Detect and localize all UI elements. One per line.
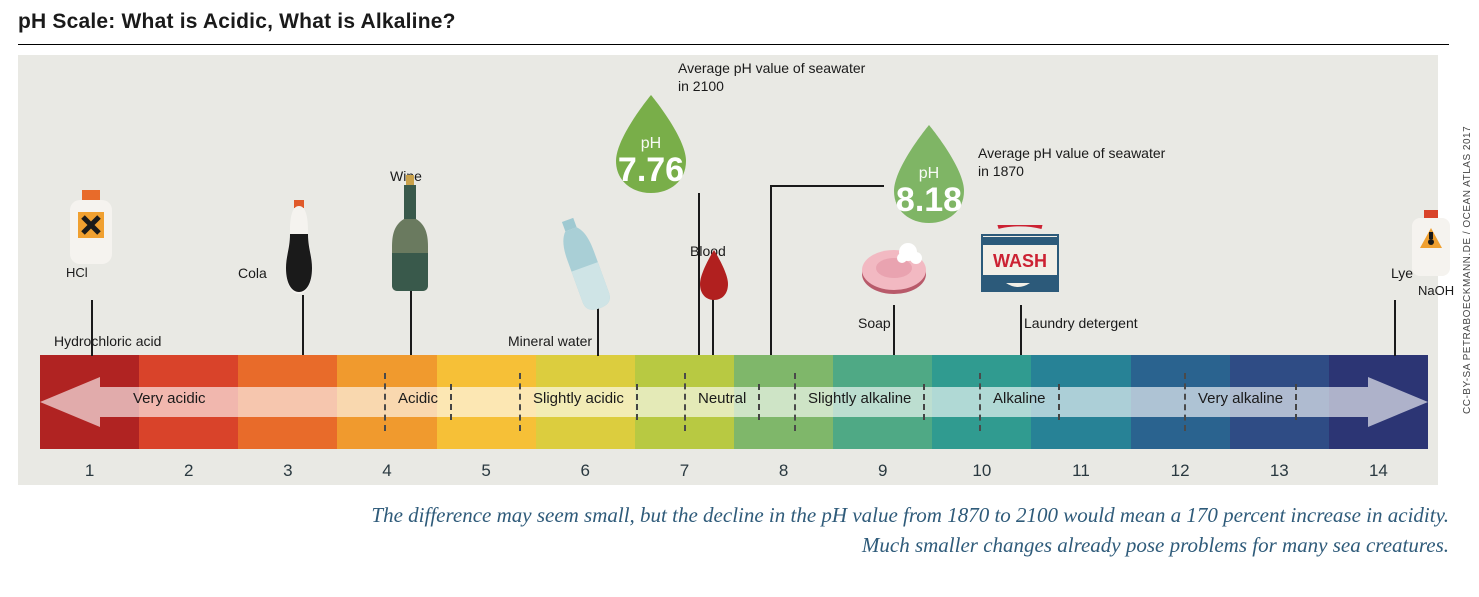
ph-number-10: 10 (967, 461, 997, 481)
category-very-acidic: Very acidic (133, 390, 206, 407)
chart-panel: Very acidic Acidic Slightly acidic Neutral S… (18, 55, 1438, 485)
seawater-drop-1870: pH8.18 (884, 125, 974, 225)
mineral-icon (558, 215, 610, 320)
title-rule (18, 44, 1449, 45)
ph-segment-1 (40, 355, 139, 449)
category-divider (684, 373, 686, 431)
lye-icon (1408, 210, 1454, 285)
category-divider (794, 373, 796, 431)
page-title: pH Scale: What is Acidic, What is Alkali… (18, 10, 456, 34)
ph-number-7: 7 (669, 461, 699, 481)
formula-lye: NaOH (1418, 283, 1454, 298)
ph-number-1: 1 (75, 461, 105, 481)
category-acidic: Acidic (398, 390, 438, 407)
footer-line-1: The difference may seem small, but the d… (371, 503, 1449, 527)
ph-number-2: 2 (174, 461, 204, 481)
svg-text:WASH: WASH (993, 251, 1047, 271)
callout-line-2100 (698, 193, 700, 355)
hcl-icon (64, 190, 118, 273)
soap-icon (858, 240, 930, 301)
stem-soap (893, 305, 895, 355)
label-hcl: Hydrochloric acid (54, 333, 161, 349)
callout-hline-1870 (770, 185, 884, 187)
seawater-caption-2100: Average pH value of seawaterin 2100 (678, 60, 865, 95)
blood-icon (696, 250, 732, 305)
category-alkaline: Alkaline (993, 390, 1046, 407)
label-detergent: Laundry detergent (1024, 315, 1138, 331)
category-slightly-alkaline: Slightly alkaline (808, 390, 911, 407)
label-cola: Cola (238, 265, 267, 281)
category-divider (384, 373, 386, 431)
ph-number-4: 4 (372, 461, 402, 481)
ph-number-5: 5 (471, 461, 501, 481)
stem-detergent (1020, 305, 1022, 355)
detergent-icon: WASH (978, 225, 1062, 308)
ph-segment-3 (238, 355, 337, 449)
category-divider (1184, 373, 1186, 431)
ph-number-13: 13 (1264, 461, 1294, 481)
ph-segment-11 (1031, 355, 1130, 449)
ph-number-9: 9 (868, 461, 898, 481)
wine-icon (386, 175, 434, 298)
footer-line-2: Much smaller changes already pose proble… (862, 533, 1449, 557)
label-soap: Soap (858, 315, 891, 331)
ph-segment-14 (1329, 355, 1428, 449)
footer-caption: The difference may seem small, but the d… (120, 500, 1449, 561)
category-neutral: Neutral (698, 390, 746, 407)
ph-number-14: 14 (1363, 461, 1393, 481)
cola-icon (276, 200, 322, 301)
ph-number-8: 8 (769, 461, 799, 481)
label-mineral: Mineral water (508, 333, 592, 349)
ph-number-11: 11 (1066, 461, 1096, 481)
stem-lye (1394, 300, 1396, 356)
callout-line-1870 (770, 185, 772, 355)
category-divider (519, 373, 521, 431)
category-very-alkaline: Very alkaline (1198, 390, 1283, 407)
stem-cola (302, 295, 304, 355)
category-slightly-acidic: Slightly acidic (533, 390, 624, 407)
seawater-drop-2100: pH7.76 (606, 95, 696, 195)
category-divider (979, 373, 981, 431)
image-credit: CC-BY-SA PETRABOECKMANN.DE / OCEAN ATLAS… (1462, 60, 1473, 480)
seawater-caption-1870: Average pH value of seawaterin 1870 (978, 145, 1165, 180)
ph-number-3: 3 (273, 461, 303, 481)
ph-number-6: 6 (570, 461, 600, 481)
ph-number-12: 12 (1165, 461, 1195, 481)
